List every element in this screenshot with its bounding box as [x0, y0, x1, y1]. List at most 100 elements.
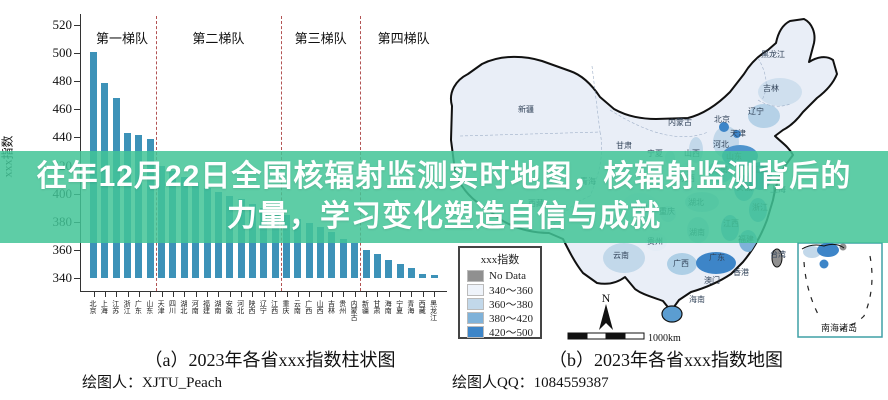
svg-text:吉林: 吉林	[763, 83, 779, 93]
bar	[419, 273, 427, 278]
legend-item: 420～500	[460, 325, 540, 339]
caption-b: （b）2023年各省xxx指数地图	[549, 350, 783, 370]
y-tick-label: 340	[52, 270, 73, 285]
x-tick-mark	[218, 292, 220, 297]
y-tick-mark	[74, 137, 80, 139]
x-tick-mark	[127, 292, 129, 297]
banner-line-1: 往年12月22日全国核辐射监测实时地图，核辐射监测背后的	[36, 160, 852, 193]
credit-left: 绘图人：XJTU_Peach	[82, 375, 222, 391]
x-tick-label: 甘肃	[372, 300, 381, 314]
x-tick-label: 陕西	[247, 300, 256, 314]
svg-text:1000km: 1000km	[648, 333, 681, 344]
x-tick-mark	[400, 292, 402, 297]
bar	[283, 214, 291, 278]
banner-line-2: 力量，学习变化塑造自信与成就	[227, 200, 661, 233]
y-tick-label: 360	[52, 241, 73, 257]
bar	[271, 210, 279, 278]
svg-text:海南: 海南	[689, 294, 705, 304]
legend-swatch	[467, 312, 484, 324]
x-tick-mark	[354, 292, 356, 297]
scale-bar: 1000km	[567, 332, 681, 344]
y-tick-mark	[74, 278, 80, 279]
x-tick-label: 江西	[270, 300, 279, 314]
x-tick-label: 宁夏	[395, 300, 404, 314]
x-tick-mark	[252, 292, 254, 297]
y-tick-mark	[74, 249, 80, 251]
y-tick-label: 520	[52, 16, 73, 32]
x-tick-label: 安徽	[225, 300, 234, 314]
x-tick-label: 天津	[157, 300, 166, 314]
svg-text:天津: 天津	[730, 128, 746, 138]
x-tick-mark	[172, 292, 174, 297]
x-tick-mark	[138, 292, 140, 297]
svg-text:北京: 北京	[714, 114, 730, 124]
svg-text:黑龙江: 黑龙江	[761, 49, 785, 59]
x-tick-label: 上海	[100, 300, 109, 314]
svg-text:香港: 香港	[733, 267, 749, 277]
bar	[407, 268, 415, 278]
svg-text:甘肃: 甘肃	[616, 140, 632, 150]
bar	[396, 263, 404, 278]
x-tick-label: 吉林	[327, 300, 336, 314]
x-tick-mark	[343, 292, 345, 297]
x-tick-label: 山西	[316, 300, 325, 314]
x-tick-label: 湖南	[213, 300, 222, 314]
x-tick-mark	[411, 292, 413, 297]
y-tick-mark	[74, 109, 80, 111]
x-tick-label: 湖北	[179, 300, 188, 314]
x-tick-label: 重庆	[282, 300, 291, 314]
bar	[430, 275, 438, 278]
x-tick-label: 内蒙古	[350, 300, 359, 321]
x-tick-mark	[422, 292, 424, 297]
legend-swatch	[467, 326, 484, 338]
svg-text:广东: 广东	[709, 252, 725, 262]
x-tick-mark	[434, 292, 436, 297]
svg-text:辽宁: 辽宁	[748, 106, 764, 116]
y-tick-mark	[74, 24, 80, 26]
x-tick-mark	[184, 292, 186, 297]
legend-swatch	[467, 298, 484, 310]
x-tick-label: 海南	[384, 300, 393, 314]
x-tick-label: 西藏	[418, 300, 427, 314]
x-tick-mark	[93, 292, 95, 297]
north-arrow: N	[599, 291, 613, 330]
taiwan-island	[771, 248, 783, 268]
x-tick-label: 河南	[191, 300, 200, 314]
x-tick-mark	[388, 292, 390, 297]
x-tick-mark	[150, 292, 152, 297]
x-tick-mark	[331, 292, 333, 297]
bar	[373, 254, 381, 278]
x-tick-label: 贵州	[338, 300, 347, 314]
tier-label: 第二梯队	[192, 31, 245, 46]
x-tick-label: 广西	[304, 300, 313, 314]
banner-overlay: 往年12月22日全国核辐射监测实时地图，核辐射监测背后的 力量，学习变化塑造自信…	[0, 151, 888, 243]
bar	[339, 238, 347, 278]
tier-label: 第四梯队	[377, 31, 430, 46]
bar	[317, 227, 325, 278]
y-tick-label: 500	[52, 45, 73, 61]
x-tick-mark	[229, 292, 231, 297]
tier-label: 第三梯队	[294, 31, 347, 46]
x-tick-label: 云南	[293, 300, 302, 314]
svg-text:台湾: 台湾	[770, 249, 786, 259]
x-tick-mark	[263, 292, 265, 297]
svg-text:广西: 广西	[673, 258, 689, 268]
legend-item: 380～420	[460, 311, 540, 325]
x-tick-mark	[320, 292, 322, 297]
svg-text:南海诸岛: 南海诸岛	[821, 322, 857, 333]
bar	[385, 259, 393, 278]
legend-item: 340～360	[460, 283, 540, 297]
y-tick-mark	[74, 81, 80, 83]
y-tick-label: 440	[52, 129, 73, 145]
x-tick-label: 福建	[202, 300, 211, 314]
x-tick-mark	[195, 292, 197, 297]
x-tick-label: 四川	[168, 300, 177, 314]
svg-text:内蒙古: 内蒙古	[668, 117, 692, 127]
svg-text:澳门: 澳门	[704, 275, 720, 285]
x-tick-label: 黑龙江	[429, 300, 438, 321]
x-tick-mark	[275, 292, 277, 297]
legend-swatch	[467, 284, 484, 296]
x-tick-label: 广东	[134, 300, 143, 314]
y-tick-label: 460	[52, 101, 73, 117]
